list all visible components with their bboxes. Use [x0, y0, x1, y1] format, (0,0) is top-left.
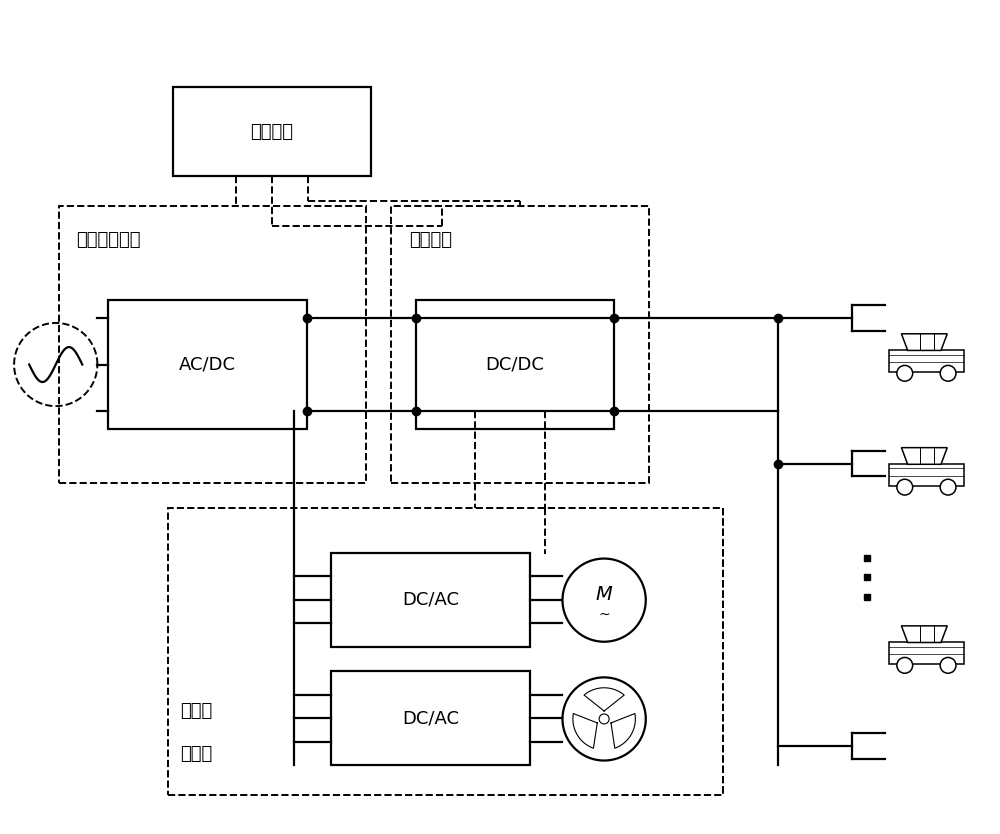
Text: 制冷系: 制冷系 — [180, 702, 212, 720]
Text: 控制模块: 控制模块 — [250, 123, 293, 141]
Bar — [59, 206, 366, 484]
Bar — [168, 508, 723, 795]
Text: AC/DC: AC/DC — [179, 355, 236, 374]
Text: DC/AC: DC/AC — [402, 590, 459, 609]
Bar — [889, 350, 964, 372]
Circle shape — [940, 365, 956, 381]
Circle shape — [897, 365, 913, 381]
Polygon shape — [584, 688, 624, 711]
Bar — [331, 553, 530, 646]
Bar — [173, 88, 371, 177]
Bar — [416, 300, 614, 429]
Polygon shape — [901, 334, 947, 350]
Circle shape — [940, 480, 956, 495]
Text: 充电电源: 充电电源 — [409, 231, 452, 249]
Circle shape — [940, 657, 956, 673]
Circle shape — [897, 480, 913, 495]
Polygon shape — [901, 448, 947, 465]
Circle shape — [897, 657, 913, 673]
Circle shape — [599, 714, 609, 724]
Polygon shape — [573, 714, 597, 748]
Circle shape — [562, 559, 646, 641]
Text: DC/DC: DC/DC — [485, 355, 544, 374]
Text: 统电源: 统电源 — [180, 745, 212, 762]
Text: ~: ~ — [598, 608, 610, 622]
Bar — [331, 671, 530, 766]
Text: M: M — [596, 585, 613, 604]
Circle shape — [562, 677, 646, 761]
Bar — [108, 300, 307, 429]
Text: 电源变换模块: 电源变换模块 — [77, 231, 141, 249]
Bar — [391, 206, 649, 484]
Bar — [889, 642, 964, 664]
Polygon shape — [901, 626, 947, 642]
Text: DC/AC: DC/AC — [402, 710, 459, 727]
Polygon shape — [611, 714, 635, 748]
Bar — [889, 465, 964, 486]
